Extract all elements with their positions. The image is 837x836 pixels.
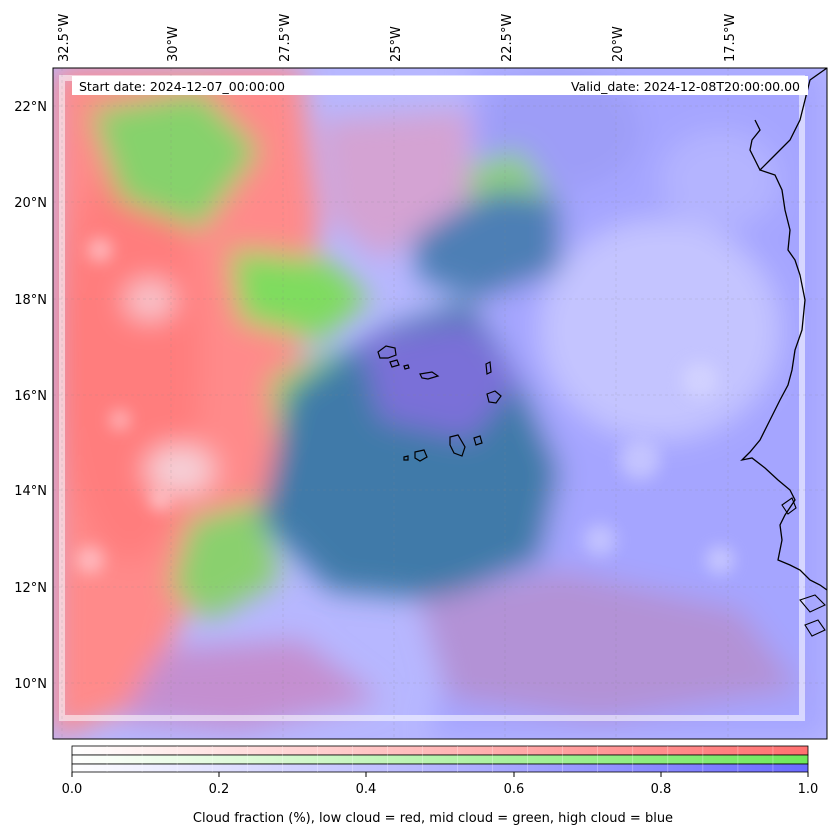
- cloud-field: Start date: 2024-12-07_00:00:00 Valid_da…: [53, 68, 827, 739]
- lat-tick-label: 12°N: [14, 581, 47, 596]
- island-maio: [473, 435, 483, 446]
- low-cloud-gap: [125, 280, 175, 320]
- coastline-detail: [799, 594, 826, 613]
- africa-coastline: [740, 68, 827, 591]
- colorbar-tick-label: 0.4: [356, 782, 377, 797]
- island-santiago: [449, 434, 466, 457]
- low-high-overlap: [120, 640, 380, 730]
- mid-high-overlap: [410, 190, 560, 300]
- longitude-ticks: 32.5°W 30°W 27.5°W 25°W 22.5°W 20°W 17.5…: [57, 14, 738, 62]
- lon-tick-label: 32.5°W: [57, 14, 72, 62]
- low-high-overlap: [420, 570, 800, 720]
- island-sao-nicolau: [419, 371, 440, 380]
- colorbar-tick-label: 0.8: [651, 782, 672, 797]
- map-frame: [52, 67, 828, 740]
- mid-cloud-streak: [90, 90, 260, 230]
- graticule: [53, 68, 827, 739]
- low-high-overlap: [320, 110, 470, 260]
- cloud-mix-patch: [360, 320, 520, 440]
- lat-tick-label: 20°N: [14, 196, 47, 211]
- lon-tick-label: 22.5°W: [500, 14, 515, 62]
- colorbar-high-cloud: [71, 763, 809, 773]
- lat-tick-label: 10°N: [14, 677, 47, 692]
- lat-tick-label: 16°N: [14, 389, 47, 404]
- lon-tick-label: 25°W: [389, 26, 404, 62]
- colorbar-mid-cloud: [71, 754, 809, 765]
- high-cloud-thin-patch: [660, 130, 780, 230]
- high-cloud-thin-patch: [540, 220, 780, 440]
- island-brava: [403, 455, 409, 461]
- colorbar-tick-label: 0.6: [504, 782, 525, 797]
- lat-tick-label: 14°N: [14, 484, 47, 499]
- colorbar-tick-marks: [71, 772, 809, 777]
- start-date-label: Start date: 2024-12-07_00:00:00: [79, 79, 285, 94]
- lon-tick-label: 27.5°W: [278, 14, 293, 62]
- mid-cloud-streak: [170, 500, 280, 620]
- lat-tick-label: 18°N: [14, 293, 47, 308]
- lon-tick-label: 17.5°W: [723, 14, 738, 62]
- valid-date-label: Valid_date: 2024-12-08T20:00:00.00: [571, 79, 800, 94]
- cloud-texture: [76, 238, 734, 574]
- low-cloud-gap: [145, 445, 215, 495]
- coastline-detail: [781, 497, 797, 515]
- colorbar: 0.0 0.2 0.4 0.6 0.8 1.0 Cloud fraction (…: [62, 745, 819, 826]
- latitude-ticks: 22°N 20°N 18°N 16°N 14°N 12°N 10°N: [14, 100, 47, 692]
- colorbar-tick-label: 1.0: [798, 782, 819, 797]
- mid-cloud-streak: [230, 250, 370, 340]
- colorbar-low-cloud: [71, 745, 809, 756]
- lat-tick-label: 22°N: [14, 100, 47, 115]
- island-fogo: [414, 449, 428, 462]
- lon-tick-label: 30°W: [166, 26, 181, 62]
- date-banner: [72, 76, 808, 95]
- colorbar-tick-label: 0.2: [209, 782, 230, 797]
- cape-verde-islands: [377, 345, 502, 462]
- cloud-field-blobs: [53, 68, 827, 739]
- island-boa-vista: [486, 390, 502, 404]
- island-sal: [485, 361, 492, 375]
- island-santa-luzia: [403, 364, 410, 370]
- colorbar-label: Cloud fraction (%), low cloud = red, mid…: [193, 811, 673, 826]
- coastline-detail: [804, 619, 826, 637]
- island-sao-vicente: [389, 359, 400, 368]
- island-santo-antao: [377, 345, 397, 359]
- colorbar-tick-label: 0.0: [62, 782, 83, 797]
- colorbar-level-lines: [106, 746, 774, 772]
- lon-tick-label: 20°W: [611, 26, 626, 62]
